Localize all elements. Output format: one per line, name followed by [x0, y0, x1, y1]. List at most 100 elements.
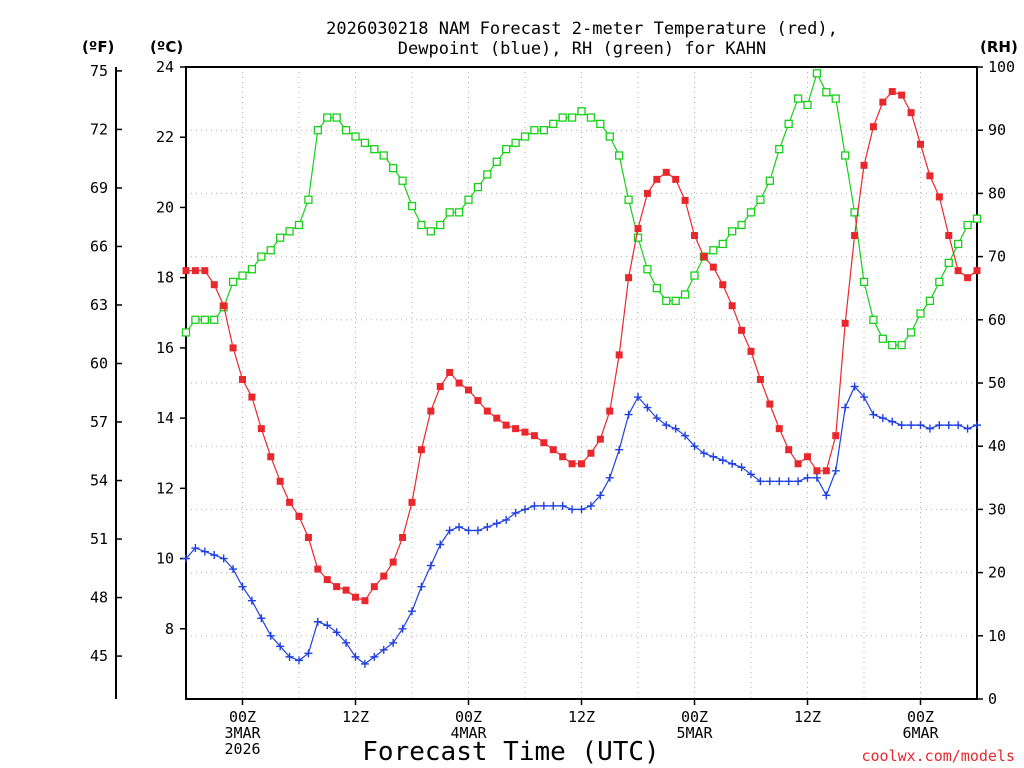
- dewpoint-point: [963, 424, 972, 433]
- temperature-point: [549, 446, 557, 454]
- dewpoint-point: [530, 501, 539, 510]
- x-tick-label: 5MAR: [676, 724, 713, 742]
- rh-point: [577, 107, 586, 116]
- celsius-tick-label: 12: [156, 479, 174, 497]
- dewpoint-point: [775, 477, 784, 486]
- temperature-point: [578, 460, 585, 468]
- dewpoint-point: [539, 501, 548, 510]
- dewpoint-point: [285, 652, 294, 661]
- dewpoint-point: [389, 638, 398, 647]
- rh-point: [888, 340, 897, 350]
- temperature-point: [794, 460, 802, 468]
- rh-point: [671, 296, 680, 305]
- dewpoint-point: [577, 505, 586, 514]
- rh-point: [596, 119, 605, 129]
- dewpoint-point: [605, 473, 614, 482]
- dewpoint-point: [671, 424, 680, 433]
- dewpoint-point: [596, 491, 605, 500]
- dewpoint-point: [822, 491, 831, 500]
- temperature-point: [436, 383, 444, 391]
- rh-tick-label: 30: [988, 500, 1006, 518]
- dewpoint-point: [728, 459, 737, 468]
- rh-tick-label: 10: [988, 627, 1006, 645]
- dewpoint-point: [634, 393, 642, 402]
- rh-point: [398, 176, 407, 185]
- dewpoint-point: [464, 526, 473, 535]
- rh-point: [332, 113, 341, 122]
- dewpoint-point: [737, 463, 746, 472]
- dewpoint-point: [860, 393, 868, 402]
- rh-point: [502, 145, 511, 154]
- temperature-point: [879, 98, 887, 106]
- rh-point: [492, 157, 501, 166]
- temperature-point: [804, 453, 811, 461]
- rh-unit-label: (RH): [980, 38, 1018, 56]
- rh-point: [680, 290, 690, 299]
- temperature-point: [417, 446, 425, 454]
- x-tick-label: 12Z: [794, 708, 821, 726]
- celsius-tick-label: 8: [165, 620, 174, 638]
- dewpoint-point: [313, 617, 322, 626]
- temperature-point: [493, 414, 501, 422]
- rh-point: [228, 277, 238, 287]
- rh-point: [954, 239, 963, 249]
- temperature-point: [964, 274, 972, 282]
- temperature-point: [606, 407, 614, 415]
- rh-point: [775, 145, 784, 154]
- fahrenheit-tick-label: 45: [90, 647, 108, 665]
- rh-point: [567, 113, 577, 122]
- dewpoint-point: [360, 659, 369, 668]
- fahrenheit-tick-label: 60: [90, 354, 108, 372]
- rh-point: [191, 315, 200, 324]
- temperature-point: [559, 453, 567, 461]
- rh-point: [313, 126, 322, 135]
- temperature-point: [455, 379, 463, 387]
- temperature-point: [841, 319, 849, 327]
- dewpoint-point: [455, 522, 464, 531]
- rh-point: [841, 151, 850, 160]
- fahrenheit-tick-label: 66: [90, 237, 108, 255]
- celsius-tick-label: 16: [156, 339, 174, 357]
- dewpoint-point: [756, 477, 765, 486]
- rh-point: [360, 138, 370, 147]
- dewpoint-point: [841, 403, 850, 412]
- temperature-point: [483, 407, 491, 415]
- dewpoint-point: [304, 649, 313, 658]
- temperature-point: [756, 375, 764, 383]
- rh-point: [963, 220, 972, 230]
- rh-point: [379, 151, 388, 160]
- temperature-point: [465, 386, 472, 394]
- temperature-point: [681, 196, 689, 204]
- rh-point: [812, 69, 822, 78]
- rh-point: [878, 334, 887, 343]
- temperature-point: [257, 425, 265, 433]
- rh-point: [756, 195, 765, 204]
- temperature-point: [304, 533, 312, 541]
- temperature-point: [540, 439, 548, 447]
- dewpoint-point: [944, 421, 953, 430]
- dewpoint-point: [907, 421, 916, 430]
- dewpoint-point: [586, 501, 595, 510]
- dewpoint-point: [643, 403, 652, 412]
- x-tick-label: 12Z: [342, 708, 369, 726]
- temperature-point: [691, 232, 698, 240]
- temperature-point: [822, 467, 830, 475]
- dewpoint-point: [379, 645, 388, 654]
- rh-point: [859, 277, 869, 287]
- temperature-point: [945, 232, 953, 240]
- temperature-point: [785, 446, 793, 454]
- temperature-point: [973, 267, 981, 275]
- dewpoint-point: [549, 501, 558, 510]
- dewpoint-point: [473, 526, 482, 535]
- rh-point: [897, 340, 906, 350]
- temperature-point: [672, 175, 680, 183]
- rh-tick-label: 20: [988, 564, 1006, 582]
- dewpoint-point: [973, 421, 981, 430]
- rh-point: [690, 271, 699, 280]
- temperature-point: [766, 400, 774, 408]
- dewpoint-point: [511, 508, 520, 517]
- dewpoint-point: [888, 417, 897, 426]
- rh-point: [765, 176, 774, 185]
- temperature-point: [596, 435, 604, 443]
